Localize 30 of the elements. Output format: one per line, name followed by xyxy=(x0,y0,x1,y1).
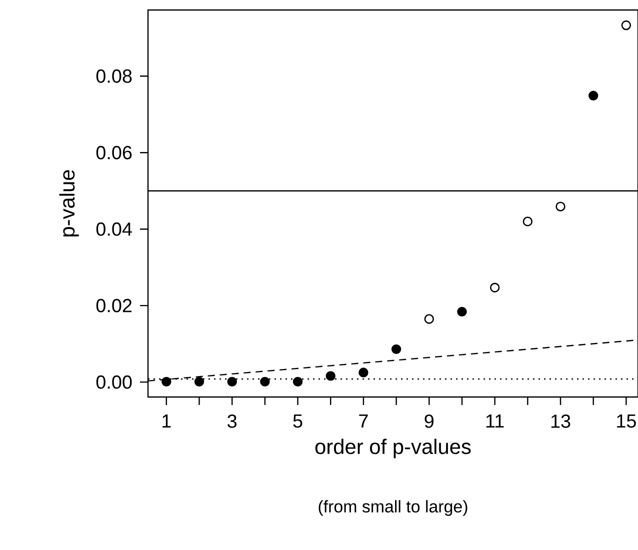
y-tick-label: 0.08 xyxy=(96,69,132,83)
point xyxy=(522,216,533,226)
x-tick-label: 1 xyxy=(162,414,171,428)
y-axis-title: p-value xyxy=(59,170,79,236)
x-tick-label: 11 xyxy=(486,414,504,428)
x-tick-label: 13 xyxy=(551,414,570,428)
x-tick-label: 7 xyxy=(359,414,368,428)
x-tick-label: 15 xyxy=(617,414,636,428)
point xyxy=(490,282,500,292)
y-tick-label: 0.04 xyxy=(96,222,132,236)
x-tick-label: 9 xyxy=(424,414,434,428)
point xyxy=(391,344,402,354)
x-axis-title: order of p-values xyxy=(315,438,471,458)
point xyxy=(326,371,336,381)
point xyxy=(358,368,368,378)
point xyxy=(424,314,434,324)
x-tick-label: 3 xyxy=(228,414,237,428)
x-tick-label: 5 xyxy=(293,414,302,428)
y-tick-label: 0.06 xyxy=(96,146,132,160)
point xyxy=(588,90,598,100)
text: (from small to large) xyxy=(318,500,468,516)
point xyxy=(556,202,566,212)
point xyxy=(260,376,270,387)
y-tick-label: 0.02 xyxy=(96,298,132,312)
point xyxy=(227,376,237,387)
point xyxy=(162,376,172,387)
point xyxy=(457,306,467,317)
point xyxy=(194,376,204,387)
y-tick-label: 0.00 xyxy=(96,375,132,389)
point xyxy=(292,376,303,387)
